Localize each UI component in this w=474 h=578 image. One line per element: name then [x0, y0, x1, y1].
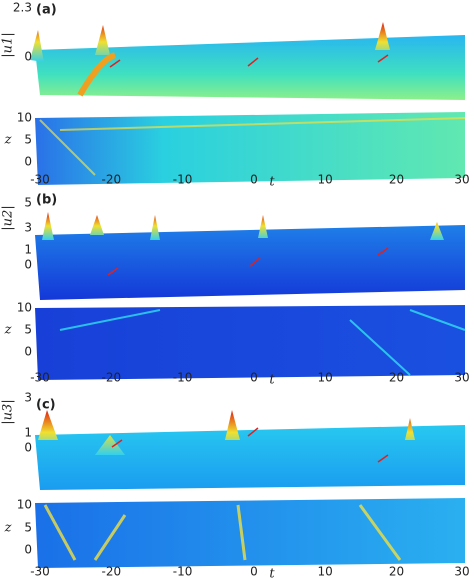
amp-label: |u2| — [1, 205, 16, 230]
z-tick: 10 — [17, 111, 32, 125]
t-tick: -20 — [101, 371, 121, 385]
t-label: t — [269, 175, 275, 190]
trace — [59, 309, 466, 376]
amp-tick: 0 — [24, 50, 32, 64]
t-tick: 10 — [318, 565, 333, 578]
t-tick: 0 — [250, 371, 258, 385]
z-label: z — [4, 323, 12, 338]
z-tick: 5 — [24, 323, 32, 337]
t-label: t — [269, 373, 275, 388]
amp-tick: 1 — [24, 426, 32, 440]
z-tick: 0 — [24, 155, 32, 169]
t-tick: 20 — [389, 371, 404, 385]
surface — [35, 35, 465, 100]
surface — [35, 425, 465, 490]
t-tick: -10 — [173, 565, 193, 578]
heatmap — [35, 305, 465, 380]
t-tick: -20 — [101, 565, 121, 578]
t-tick: -20 — [101, 173, 121, 187]
amp-tick: 3 — [24, 391, 32, 405]
amp-label: |u1| — [1, 32, 16, 57]
amp-tick: 5 — [24, 196, 32, 210]
t-tick: 0 — [250, 565, 258, 578]
z-tick: 0 — [24, 543, 32, 557]
t-tick: 30 — [454, 565, 469, 578]
z-tick: 10 — [17, 301, 32, 315]
t-tick: -30 — [30, 371, 50, 385]
z-tick: 0 — [24, 345, 32, 359]
arrow — [107, 54, 389, 463]
panel-label: (c) — [36, 398, 56, 413]
ridge — [77, 52, 117, 97]
trace — [43, 504, 402, 561]
amp-tick: 0 — [24, 441, 32, 455]
surface — [35, 225, 465, 300]
amp-tick: 2.3 — [13, 1, 32, 15]
z-tick: 5 — [24, 521, 32, 535]
z-label: z — [4, 133, 12, 148]
t-label: t — [269, 567, 275, 578]
trace — [39, 117, 466, 176]
t-tick: 10 — [318, 371, 333, 385]
t-tick: -10 — [173, 173, 193, 187]
t-tick: 30 — [454, 371, 469, 385]
panel-label: (b) — [36, 193, 57, 208]
t-tick: 20 — [389, 173, 404, 187]
t-tick: 10 — [318, 173, 333, 187]
t-tick: 30 — [454, 173, 469, 187]
panel-label: (a) — [36, 3, 57, 18]
z-tick: 5 — [24, 133, 32, 147]
peak — [30, 22, 390, 62]
t-tick: -30 — [30, 173, 50, 187]
t-tick: -30 — [30, 565, 50, 578]
t-tick: -10 — [173, 371, 193, 385]
amp-tick: 1 — [24, 243, 32, 257]
amp-label: |u3| — [1, 399, 16, 424]
t-tick: 0 — [250, 173, 258, 187]
z-tick: 10 — [17, 498, 32, 512]
amp-tick: 0 — [24, 258, 32, 272]
amp-tick: 3 — [24, 221, 32, 235]
heatmap — [35, 498, 465, 568]
heatmap — [35, 112, 465, 185]
t-tick: 20 — [389, 565, 404, 578]
z-label: z — [4, 521, 12, 536]
